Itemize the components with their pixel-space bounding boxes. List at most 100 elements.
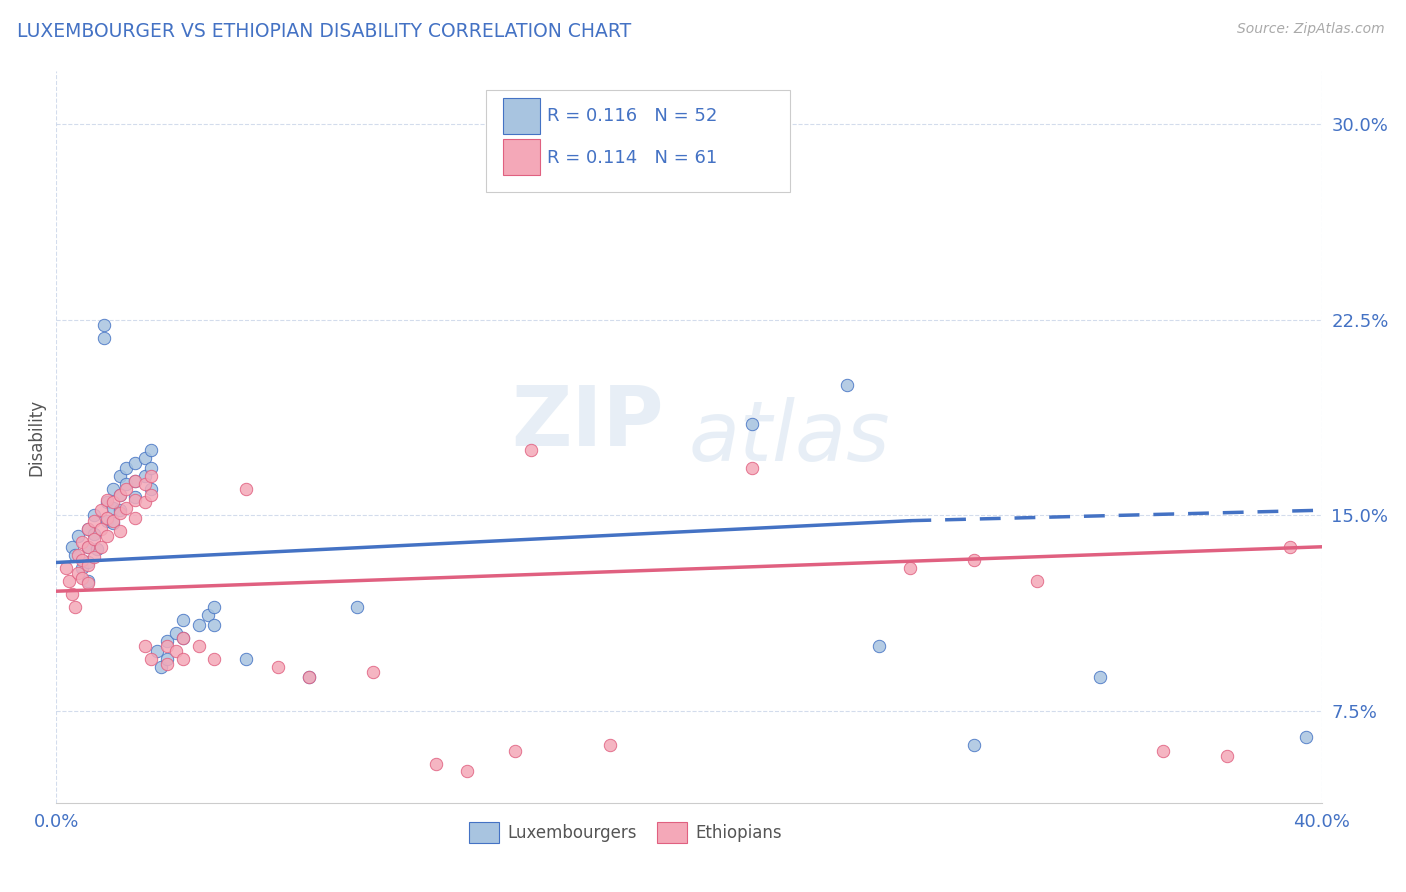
Point <box>86 542 108 557</box>
Point <box>172 632 194 646</box>
Point <box>90 540 111 554</box>
Point <box>1215 748 1237 763</box>
Text: ZIP: ZIP <box>512 382 664 463</box>
Point <box>141 461 162 475</box>
Point <box>108 487 131 501</box>
Point <box>90 521 111 535</box>
Point <box>114 461 138 475</box>
Point <box>156 657 179 672</box>
FancyBboxPatch shape <box>503 139 540 175</box>
Point <box>582 156 605 170</box>
Point <box>1295 731 1317 745</box>
Point <box>93 331 115 345</box>
Point <box>235 652 257 666</box>
FancyBboxPatch shape <box>486 90 790 192</box>
Point <box>187 639 209 653</box>
Point <box>96 492 118 507</box>
Point <box>1088 670 1111 684</box>
Point <box>202 599 225 614</box>
Point <box>103 516 124 531</box>
Point <box>361 665 384 680</box>
Point <box>114 483 138 497</box>
Y-axis label: Disability: Disability <box>27 399 45 475</box>
Point <box>70 571 93 585</box>
Point <box>108 487 131 501</box>
Point <box>868 639 890 653</box>
Point <box>70 560 93 574</box>
Point <box>134 639 156 653</box>
Point <box>202 652 225 666</box>
Point <box>67 529 90 543</box>
Point <box>1279 540 1302 554</box>
Legend: Luxembourgers, Ethiopians: Luxembourgers, Ethiopians <box>463 815 789 849</box>
Point <box>124 490 146 504</box>
Point <box>76 574 98 588</box>
Point <box>503 743 526 757</box>
Point <box>298 670 321 684</box>
Point <box>76 576 98 591</box>
Point <box>962 553 984 567</box>
Text: LUXEMBOURGER VS ETHIOPIAN DISABILITY CORRELATION CHART: LUXEMBOURGER VS ETHIOPIAN DISABILITY COR… <box>17 22 631 41</box>
Point <box>60 587 83 601</box>
Point <box>141 469 162 483</box>
Point <box>1025 574 1047 588</box>
Point <box>141 483 162 497</box>
Point <box>58 574 80 588</box>
Text: R = 0.116   N = 52: R = 0.116 N = 52 <box>547 107 717 125</box>
Point <box>134 477 156 491</box>
Point <box>900 560 922 574</box>
Point <box>76 521 98 535</box>
Point <box>149 660 172 674</box>
Point <box>67 566 90 580</box>
Point <box>156 652 179 666</box>
Point <box>65 548 87 562</box>
Point <box>67 548 90 562</box>
Point <box>70 534 93 549</box>
Point <box>124 475 146 489</box>
Point <box>103 483 124 497</box>
Point <box>83 526 105 541</box>
Point <box>134 469 156 483</box>
Point <box>599 739 621 753</box>
Point <box>141 443 162 458</box>
Point <box>156 639 179 653</box>
Point <box>235 483 257 497</box>
Point <box>187 618 209 632</box>
Text: atlas: atlas <box>689 397 890 477</box>
Point <box>124 475 146 489</box>
Point <box>156 633 179 648</box>
Point <box>456 764 478 779</box>
Point <box>172 652 194 666</box>
Point <box>202 618 225 632</box>
Point <box>425 756 447 771</box>
Point <box>962 739 984 753</box>
Point <box>70 553 93 567</box>
Point <box>134 495 156 509</box>
Text: Source: ZipAtlas.com: Source: ZipAtlas.com <box>1237 22 1385 37</box>
Point <box>108 503 131 517</box>
Point <box>519 443 541 458</box>
Point <box>103 500 124 515</box>
Point <box>76 558 98 573</box>
Point <box>298 670 321 684</box>
Point <box>346 599 368 614</box>
FancyBboxPatch shape <box>503 98 540 134</box>
Point <box>76 540 98 554</box>
Text: R = 0.114   N = 61: R = 0.114 N = 61 <box>547 149 717 167</box>
Point <box>166 626 188 640</box>
Point <box>83 508 105 523</box>
Point <box>90 503 111 517</box>
Point <box>108 469 131 483</box>
Point <box>172 632 194 646</box>
Point <box>60 540 83 554</box>
Point <box>108 506 131 520</box>
Point <box>76 556 98 570</box>
Point <box>108 524 131 538</box>
Point <box>83 532 105 546</box>
Point <box>1152 743 1174 757</box>
Point <box>96 511 118 525</box>
Point <box>96 495 118 509</box>
Point <box>76 540 98 554</box>
Point <box>114 477 138 491</box>
Point <box>267 660 290 674</box>
